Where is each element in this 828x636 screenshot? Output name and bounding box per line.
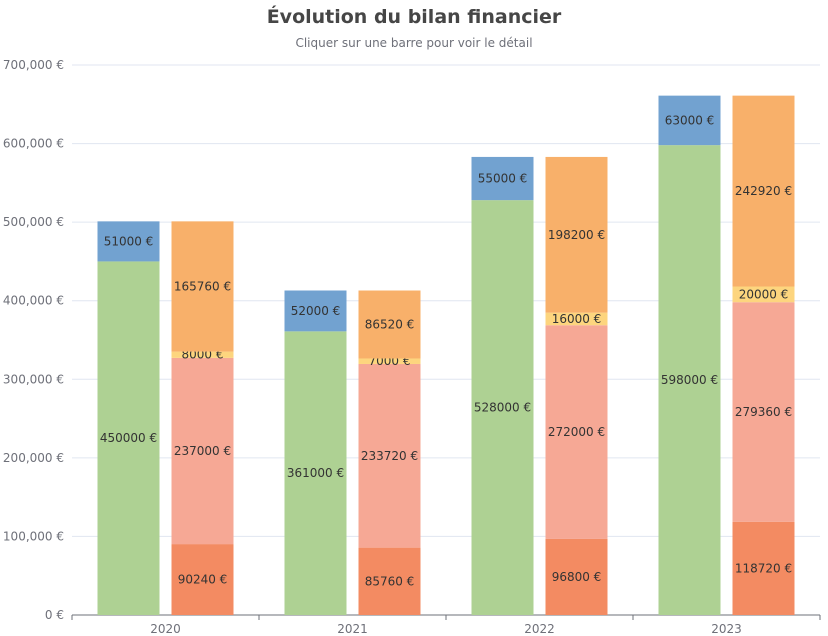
data-label: 361000 € bbox=[287, 466, 344, 480]
bar-segment[interactable] bbox=[545, 312, 608, 326]
x-tick-label: 2021 bbox=[337, 622, 368, 636]
bar-segment[interactable] bbox=[171, 357, 234, 545]
data-label: 237000 € bbox=[174, 444, 231, 458]
bar-segment[interactable] bbox=[97, 261, 160, 615]
bar-segment[interactable] bbox=[732, 521, 795, 615]
bar-segment[interactable] bbox=[471, 156, 534, 201]
bar-segment[interactable] bbox=[658, 95, 721, 146]
data-label: 279360 € bbox=[735, 405, 792, 419]
bar-segment[interactable] bbox=[358, 363, 421, 548]
data-label: 198200 € bbox=[548, 228, 605, 242]
bar-segment[interactable] bbox=[97, 221, 160, 262]
data-label: 55000 € bbox=[478, 172, 528, 186]
bar-segment[interactable] bbox=[171, 221, 234, 352]
bar-segment[interactable] bbox=[171, 351, 234, 358]
data-label: 90240 € bbox=[178, 573, 228, 587]
bar-segment[interactable] bbox=[358, 358, 421, 364]
y-tick-label: 600,000 € bbox=[3, 137, 64, 151]
data-label: 85760 € bbox=[365, 574, 415, 588]
data-label: 165760 € bbox=[174, 279, 231, 293]
data-label: 233720 € bbox=[361, 449, 418, 463]
y-tick-label: 700,000 € bbox=[3, 58, 64, 72]
y-tick-label: 200,000 € bbox=[3, 451, 64, 465]
y-tick-label: 0 € bbox=[45, 608, 64, 622]
data-label: 52000 € bbox=[291, 304, 341, 318]
data-label: 272000 € bbox=[548, 425, 605, 439]
bar-segment[interactable] bbox=[284, 331, 347, 615]
chart-title: Évolution du bilan financier bbox=[266, 6, 562, 28]
bar-segment[interactable] bbox=[732, 95, 795, 287]
data-label: 16000 € bbox=[552, 312, 602, 326]
x-tick-label: 2022 bbox=[524, 622, 555, 636]
y-tick-label: 500,000 € bbox=[3, 215, 64, 229]
data-label: 598000 € bbox=[661, 373, 718, 387]
x-tick-label: 2023 bbox=[711, 622, 742, 636]
bar-segment[interactable] bbox=[732, 286, 795, 303]
bar-segment[interactable] bbox=[545, 156, 608, 313]
data-label: 63000 € bbox=[665, 113, 715, 127]
chart-subtitle: Cliquer sur une barre pour voir le détai… bbox=[295, 36, 533, 50]
x-tick-label: 2020 bbox=[150, 622, 181, 636]
data-label: 86520 € bbox=[365, 317, 415, 331]
bar-segment[interactable] bbox=[732, 302, 795, 522]
data-label: 118720 € bbox=[735, 561, 792, 575]
data-label: 528000 € bbox=[474, 401, 531, 415]
data-label: 96800 € bbox=[552, 570, 602, 584]
y-tick-label: 300,000 € bbox=[3, 372, 64, 386]
bar-segment[interactable] bbox=[545, 538, 608, 615]
data-label: 242920 € bbox=[735, 184, 792, 198]
bar-segment[interactable] bbox=[171, 544, 234, 615]
bar-segment[interactable] bbox=[471, 200, 534, 615]
data-label: 20000 € bbox=[739, 287, 789, 301]
data-label: 51000 € bbox=[104, 234, 154, 248]
y-tick-label: 400,000 € bbox=[3, 294, 64, 308]
bar-segment[interactable] bbox=[284, 290, 347, 332]
bar-segment[interactable] bbox=[358, 547, 421, 615]
bar-segment[interactable] bbox=[358, 290, 421, 359]
bar-segment[interactable] bbox=[658, 145, 721, 615]
y-tick-label: 100,000 € bbox=[3, 529, 64, 543]
bar-segment[interactable] bbox=[545, 325, 608, 539]
data-label: 450000 € bbox=[100, 431, 157, 445]
